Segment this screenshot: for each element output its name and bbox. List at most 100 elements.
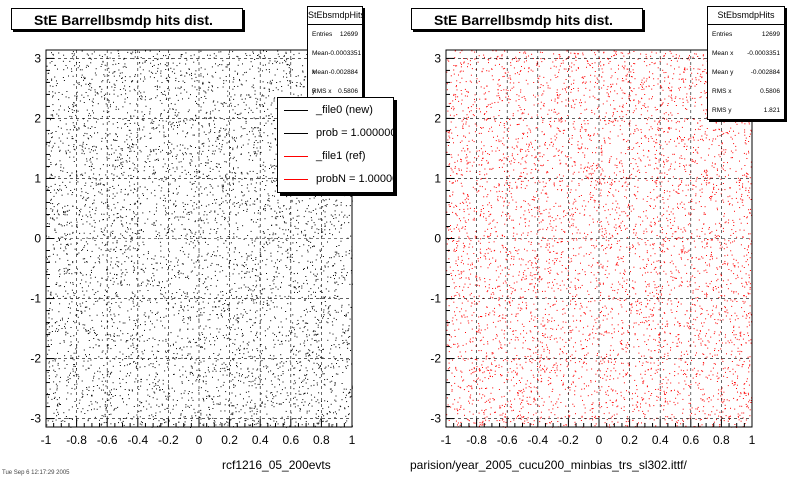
scatter-point xyxy=(141,402,143,403)
scatter-point xyxy=(163,180,165,182)
scatter-point xyxy=(258,135,260,137)
scatter-point xyxy=(168,115,170,117)
scatter-point xyxy=(159,390,161,391)
scatter-point xyxy=(333,344,335,346)
scatter-point xyxy=(264,166,266,168)
scatter-point xyxy=(273,283,275,285)
scatter-point xyxy=(209,327,211,329)
scatter-point xyxy=(319,250,321,252)
scatter-point xyxy=(271,102,273,104)
scatter-point xyxy=(181,349,183,351)
scatter-point xyxy=(315,358,316,360)
scatter-point xyxy=(190,164,192,166)
scatter-point xyxy=(217,213,219,215)
scatter-point xyxy=(202,150,204,152)
scatter-point xyxy=(52,253,54,255)
scatter-point xyxy=(119,362,121,363)
scatter-point xyxy=(187,203,189,205)
scatter-point xyxy=(52,95,54,97)
scatter-point xyxy=(232,182,234,184)
scatter-point xyxy=(124,322,126,324)
scatter-point xyxy=(175,109,177,111)
scatter-point xyxy=(307,388,309,390)
scatter-point xyxy=(241,277,243,279)
scatter-point xyxy=(252,298,254,300)
scatter-point xyxy=(102,389,104,391)
scatter-point xyxy=(214,369,216,370)
scatter-point xyxy=(98,261,100,262)
scatter-point xyxy=(160,70,162,72)
scatter-point xyxy=(50,291,52,293)
scatter-point xyxy=(248,356,250,358)
scatter-point xyxy=(182,410,183,412)
scatter-point xyxy=(107,112,109,114)
scatter-point xyxy=(84,310,86,312)
scatter-point xyxy=(203,376,205,378)
scatter-point xyxy=(88,113,90,115)
scatter-point xyxy=(255,302,257,304)
scatter-point xyxy=(119,75,121,77)
scatter-point xyxy=(249,309,251,311)
scatter-point xyxy=(192,134,194,136)
scatter-point xyxy=(243,101,245,103)
scatter-point xyxy=(126,222,127,224)
scatter-point xyxy=(285,222,287,224)
scatter-point xyxy=(119,382,121,384)
scatter-point xyxy=(81,392,83,394)
scatter-point xyxy=(205,287,207,289)
scatter-point xyxy=(305,375,307,377)
scatter-point xyxy=(248,371,250,373)
scatter-point xyxy=(285,73,287,75)
scatter-point xyxy=(70,341,72,343)
scatter-point xyxy=(48,159,50,160)
scatter-point xyxy=(242,374,243,376)
scatter-point xyxy=(236,147,238,149)
scatter-point xyxy=(124,141,126,143)
scatter-point xyxy=(60,236,62,238)
scatter-point xyxy=(237,302,239,304)
scatter-point xyxy=(142,422,143,424)
scatter-point xyxy=(348,304,350,306)
scatter-point xyxy=(318,340,320,342)
scatter-point xyxy=(184,203,186,205)
scatter-point xyxy=(158,364,160,366)
scatter-point xyxy=(323,383,325,385)
scatter-point xyxy=(146,198,148,200)
scatter-point xyxy=(148,374,150,376)
scatter-point xyxy=(201,274,203,275)
scatter-point xyxy=(58,237,59,239)
scatter-point xyxy=(265,335,266,337)
scatter-point xyxy=(246,187,248,189)
scatter-point xyxy=(115,293,117,295)
scatter-point xyxy=(82,302,84,304)
scatter-point xyxy=(92,110,93,112)
scatter-point xyxy=(173,314,175,316)
scatter-point xyxy=(278,56,280,58)
scatter-point xyxy=(120,191,122,193)
scatter-point xyxy=(133,346,135,348)
scatter-point xyxy=(220,291,222,293)
scatter-point xyxy=(206,286,208,288)
scatter-point xyxy=(155,262,157,264)
scatter-point xyxy=(77,268,78,270)
scatter-point xyxy=(153,391,155,393)
scatter-point xyxy=(136,223,138,225)
scatter-point xyxy=(158,281,160,283)
scatter-point xyxy=(236,263,238,265)
scatter-point xyxy=(175,276,177,278)
scatter-point xyxy=(184,390,186,392)
scatter-point xyxy=(233,405,235,407)
scatter-point xyxy=(283,233,285,235)
scatter-point xyxy=(340,202,342,204)
scatter-point xyxy=(67,268,69,270)
scatter-point xyxy=(67,193,69,195)
scatter-point xyxy=(116,274,117,276)
scatter-point xyxy=(55,131,57,132)
scatter-point xyxy=(180,306,182,308)
scatter-point xyxy=(101,116,103,118)
scatter-point xyxy=(171,298,173,300)
scatter-point xyxy=(46,185,48,187)
scatter-point xyxy=(251,270,253,272)
scatter-point xyxy=(144,222,146,224)
scatter-point xyxy=(55,85,57,87)
